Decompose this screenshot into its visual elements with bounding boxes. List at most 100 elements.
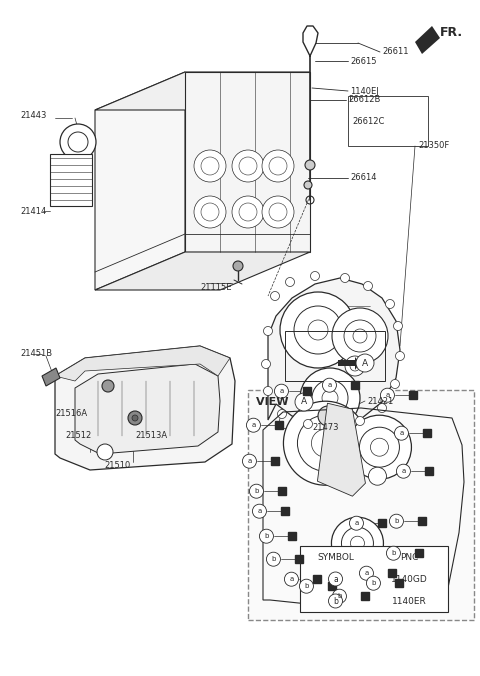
Text: a: a <box>401 468 406 474</box>
Circle shape <box>396 352 405 360</box>
Circle shape <box>353 329 367 343</box>
Circle shape <box>269 203 287 221</box>
Circle shape <box>394 322 403 331</box>
Circle shape <box>259 529 274 544</box>
Text: FR.: FR. <box>440 26 463 39</box>
Circle shape <box>332 308 388 364</box>
Text: 21451B: 21451B <box>20 349 52 358</box>
Circle shape <box>341 527 373 559</box>
Bar <box>248 390 474 620</box>
Polygon shape <box>185 72 310 252</box>
Circle shape <box>239 203 257 221</box>
Bar <box>50 154 92 206</box>
Bar <box>285 331 385 381</box>
Polygon shape <box>317 403 365 496</box>
Circle shape <box>348 415 411 479</box>
Text: VIEW: VIEW <box>256 397 292 407</box>
Polygon shape <box>388 569 396 577</box>
Circle shape <box>356 354 374 372</box>
Text: 21510: 21510 <box>105 462 131 470</box>
Circle shape <box>311 272 320 281</box>
Text: 21414: 21414 <box>20 206 46 216</box>
Circle shape <box>360 566 373 580</box>
Text: 21516A: 21516A <box>55 410 87 418</box>
Polygon shape <box>423 429 432 437</box>
Text: a: a <box>279 388 284 394</box>
Circle shape <box>271 291 279 301</box>
Circle shape <box>344 320 376 352</box>
Text: 21443: 21443 <box>20 112 47 120</box>
Circle shape <box>349 516 363 530</box>
Circle shape <box>262 196 294 228</box>
Text: 21115E: 21115E <box>200 283 231 293</box>
Circle shape <box>250 484 264 498</box>
Circle shape <box>286 278 295 287</box>
Text: b: b <box>371 580 376 586</box>
Circle shape <box>242 454 256 468</box>
Text: b: b <box>391 550 396 556</box>
Polygon shape <box>268 278 400 424</box>
Circle shape <box>239 157 257 175</box>
Circle shape <box>312 380 348 416</box>
Polygon shape <box>351 381 360 389</box>
Polygon shape <box>95 72 185 290</box>
Circle shape <box>262 360 271 368</box>
Text: b: b <box>333 596 338 606</box>
Text: A: A <box>301 397 307 406</box>
Text: a: a <box>247 458 252 464</box>
Text: a: a <box>333 575 338 583</box>
Text: a: a <box>385 392 390 398</box>
Text: b: b <box>304 583 309 589</box>
Circle shape <box>331 422 339 431</box>
Text: a: a <box>257 508 262 514</box>
Circle shape <box>295 393 313 411</box>
Circle shape <box>366 576 381 590</box>
Polygon shape <box>378 519 386 527</box>
Circle shape <box>304 181 312 189</box>
Circle shape <box>323 378 336 392</box>
Text: a: a <box>252 422 255 428</box>
Text: 26612B: 26612B <box>348 95 380 105</box>
Polygon shape <box>361 592 370 600</box>
Text: 26611: 26611 <box>382 47 408 57</box>
Text: 21473: 21473 <box>312 423 338 433</box>
Circle shape <box>232 196 264 228</box>
Text: SYMBOL: SYMBOL <box>317 552 354 562</box>
Polygon shape <box>295 555 303 563</box>
Polygon shape <box>415 549 423 557</box>
Text: b: b <box>394 518 398 524</box>
Circle shape <box>360 427 399 467</box>
Circle shape <box>194 196 226 228</box>
Circle shape <box>232 150 264 182</box>
Circle shape <box>285 572 299 586</box>
Circle shape <box>322 390 338 406</box>
Text: 1140ER: 1140ER <box>392 596 427 606</box>
Circle shape <box>396 464 410 478</box>
Circle shape <box>294 306 342 354</box>
Circle shape <box>328 572 343 586</box>
Text: a: a <box>364 570 369 576</box>
Circle shape <box>333 589 347 603</box>
Circle shape <box>280 292 356 368</box>
Text: a: a <box>399 430 404 436</box>
Circle shape <box>331 517 384 569</box>
Text: a: a <box>327 382 332 388</box>
Circle shape <box>303 420 312 429</box>
Circle shape <box>68 132 88 152</box>
Polygon shape <box>313 575 322 583</box>
Circle shape <box>264 327 273 335</box>
Text: b: b <box>271 556 276 562</box>
Polygon shape <box>281 507 289 515</box>
Circle shape <box>283 401 368 485</box>
Bar <box>300 546 448 612</box>
Text: PNC: PNC <box>400 552 419 562</box>
Polygon shape <box>425 467 433 475</box>
Circle shape <box>246 418 261 432</box>
Circle shape <box>363 281 372 291</box>
Polygon shape <box>303 387 312 395</box>
Circle shape <box>262 150 294 182</box>
Text: 21350F: 21350F <box>418 141 449 151</box>
Polygon shape <box>338 357 360 370</box>
Circle shape <box>389 514 403 528</box>
Text: 1140EJ: 1140EJ <box>350 87 379 95</box>
